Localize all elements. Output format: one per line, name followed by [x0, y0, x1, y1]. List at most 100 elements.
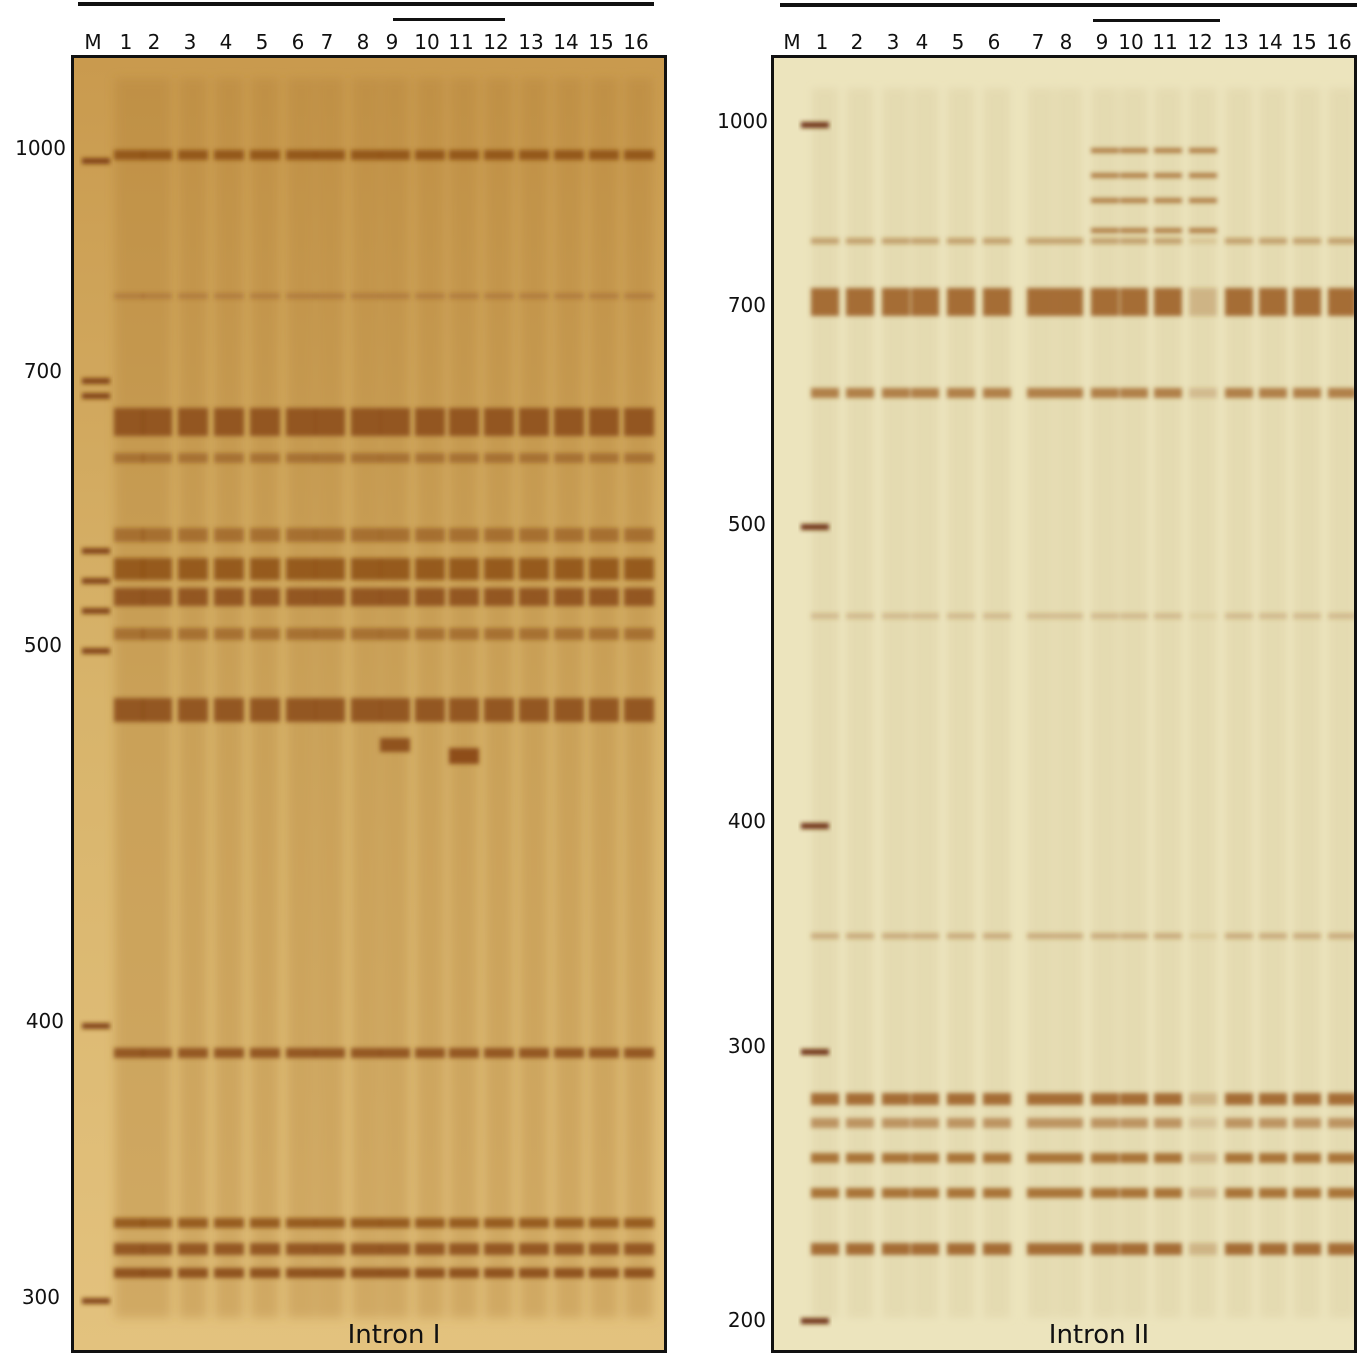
gel-band — [1189, 1093, 1217, 1105]
gel-band — [214, 1268, 244, 1278]
gel-lane — [1092, 88, 1118, 1318]
gel-band — [519, 293, 549, 299]
gel-lane — [948, 88, 974, 1318]
gel-band — [1120, 1243, 1148, 1255]
lane-label: 13 — [518, 30, 544, 54]
lane-label: 12 — [483, 30, 509, 54]
gel-band — [142, 1218, 172, 1228]
gel-band — [1293, 238, 1321, 244]
gel-image-intron-2: Intron II — [771, 55, 1357, 1353]
gel-band — [1120, 388, 1148, 398]
gel-band — [1259, 1118, 1287, 1128]
gel-band — [380, 1268, 410, 1278]
gel-band — [589, 453, 619, 463]
gel-band — [286, 628, 316, 640]
gel-band — [589, 628, 619, 640]
gel-band — [250, 558, 280, 580]
gel-band — [351, 453, 381, 463]
gel-band — [1328, 288, 1354, 316]
size-marker-label: 500 — [23, 633, 62, 657]
gel-band — [415, 628, 445, 640]
gel-band — [1091, 1153, 1119, 1163]
gel-band — [1259, 1153, 1287, 1163]
gel-band — [624, 453, 654, 463]
gel-band — [178, 628, 208, 640]
gel-band — [1225, 933, 1253, 939]
gel-band — [882, 933, 910, 939]
gel-band — [1091, 1118, 1119, 1128]
gel-band — [1027, 1188, 1055, 1198]
gel-band — [142, 150, 172, 160]
gel-band — [142, 453, 172, 463]
gel-band — [811, 1243, 839, 1255]
gel-band — [286, 150, 316, 160]
gel-band — [1259, 388, 1287, 398]
gel-band — [1225, 1188, 1253, 1198]
marker-band — [82, 578, 110, 584]
gel-band — [114, 628, 144, 640]
gel-band — [554, 1048, 584, 1058]
gel-band — [1154, 148, 1182, 153]
gel-band — [1154, 1243, 1182, 1255]
gel-band — [484, 558, 514, 580]
gel-band — [519, 150, 549, 160]
gel-band — [250, 1243, 280, 1255]
gel-band — [214, 628, 244, 640]
lane-label: 4 — [219, 30, 233, 54]
gel-band — [484, 150, 514, 160]
gel-band — [1154, 228, 1182, 233]
gel-band — [1328, 1243, 1354, 1255]
gel-band — [1293, 288, 1321, 316]
lane-label: 2 — [850, 30, 864, 54]
gel-band — [178, 1243, 208, 1255]
gel-band — [1293, 1118, 1321, 1128]
gel-band — [911, 288, 939, 316]
gel-band — [1189, 1243, 1217, 1255]
lane-label: 3 — [886, 30, 900, 54]
gel-band — [589, 698, 619, 722]
gel-band — [911, 933, 939, 939]
lane-label: 8 — [1059, 30, 1073, 54]
gel-band — [1328, 1153, 1354, 1163]
gel-band — [415, 1218, 445, 1228]
gel-band — [846, 1153, 874, 1163]
gel-band — [286, 1048, 316, 1058]
gel-band — [1293, 1243, 1321, 1255]
gel-band — [1091, 228, 1119, 233]
marker-band — [82, 1023, 110, 1029]
gel-band — [554, 698, 584, 722]
gel-band — [1027, 1153, 1055, 1163]
gel-band — [1189, 1153, 1217, 1163]
lane-label: M — [783, 30, 801, 54]
lane-label: 12 — [1187, 30, 1213, 54]
gel-band — [1225, 388, 1253, 398]
gel-band — [1091, 1243, 1119, 1255]
gel-band — [1189, 173, 1217, 178]
gel-band — [351, 558, 381, 580]
gel-band — [846, 613, 874, 619]
gel-band — [351, 1268, 381, 1278]
gel-band — [315, 1243, 345, 1255]
gel-band — [415, 453, 445, 463]
gel-band — [178, 698, 208, 722]
gel-band — [911, 613, 939, 619]
gel-band — [178, 1218, 208, 1228]
gel-band — [484, 1243, 514, 1255]
gel-band — [380, 150, 410, 160]
gel-band — [811, 388, 839, 398]
gel-band — [983, 1153, 1011, 1163]
gel-band — [1259, 288, 1287, 316]
gel-band — [380, 453, 410, 463]
lane-label: 14 — [1257, 30, 1283, 54]
gel-band — [1120, 1093, 1148, 1105]
gel-band — [484, 628, 514, 640]
gel-band — [142, 1268, 172, 1278]
gel-band — [624, 1048, 654, 1058]
gel-band — [114, 150, 144, 160]
gel-band — [1328, 1188, 1354, 1198]
gel-lane — [812, 88, 838, 1318]
marker-band — [801, 524, 829, 530]
gel-band — [1055, 1243, 1083, 1255]
gel-band — [1259, 238, 1287, 244]
gel-band — [351, 628, 381, 640]
